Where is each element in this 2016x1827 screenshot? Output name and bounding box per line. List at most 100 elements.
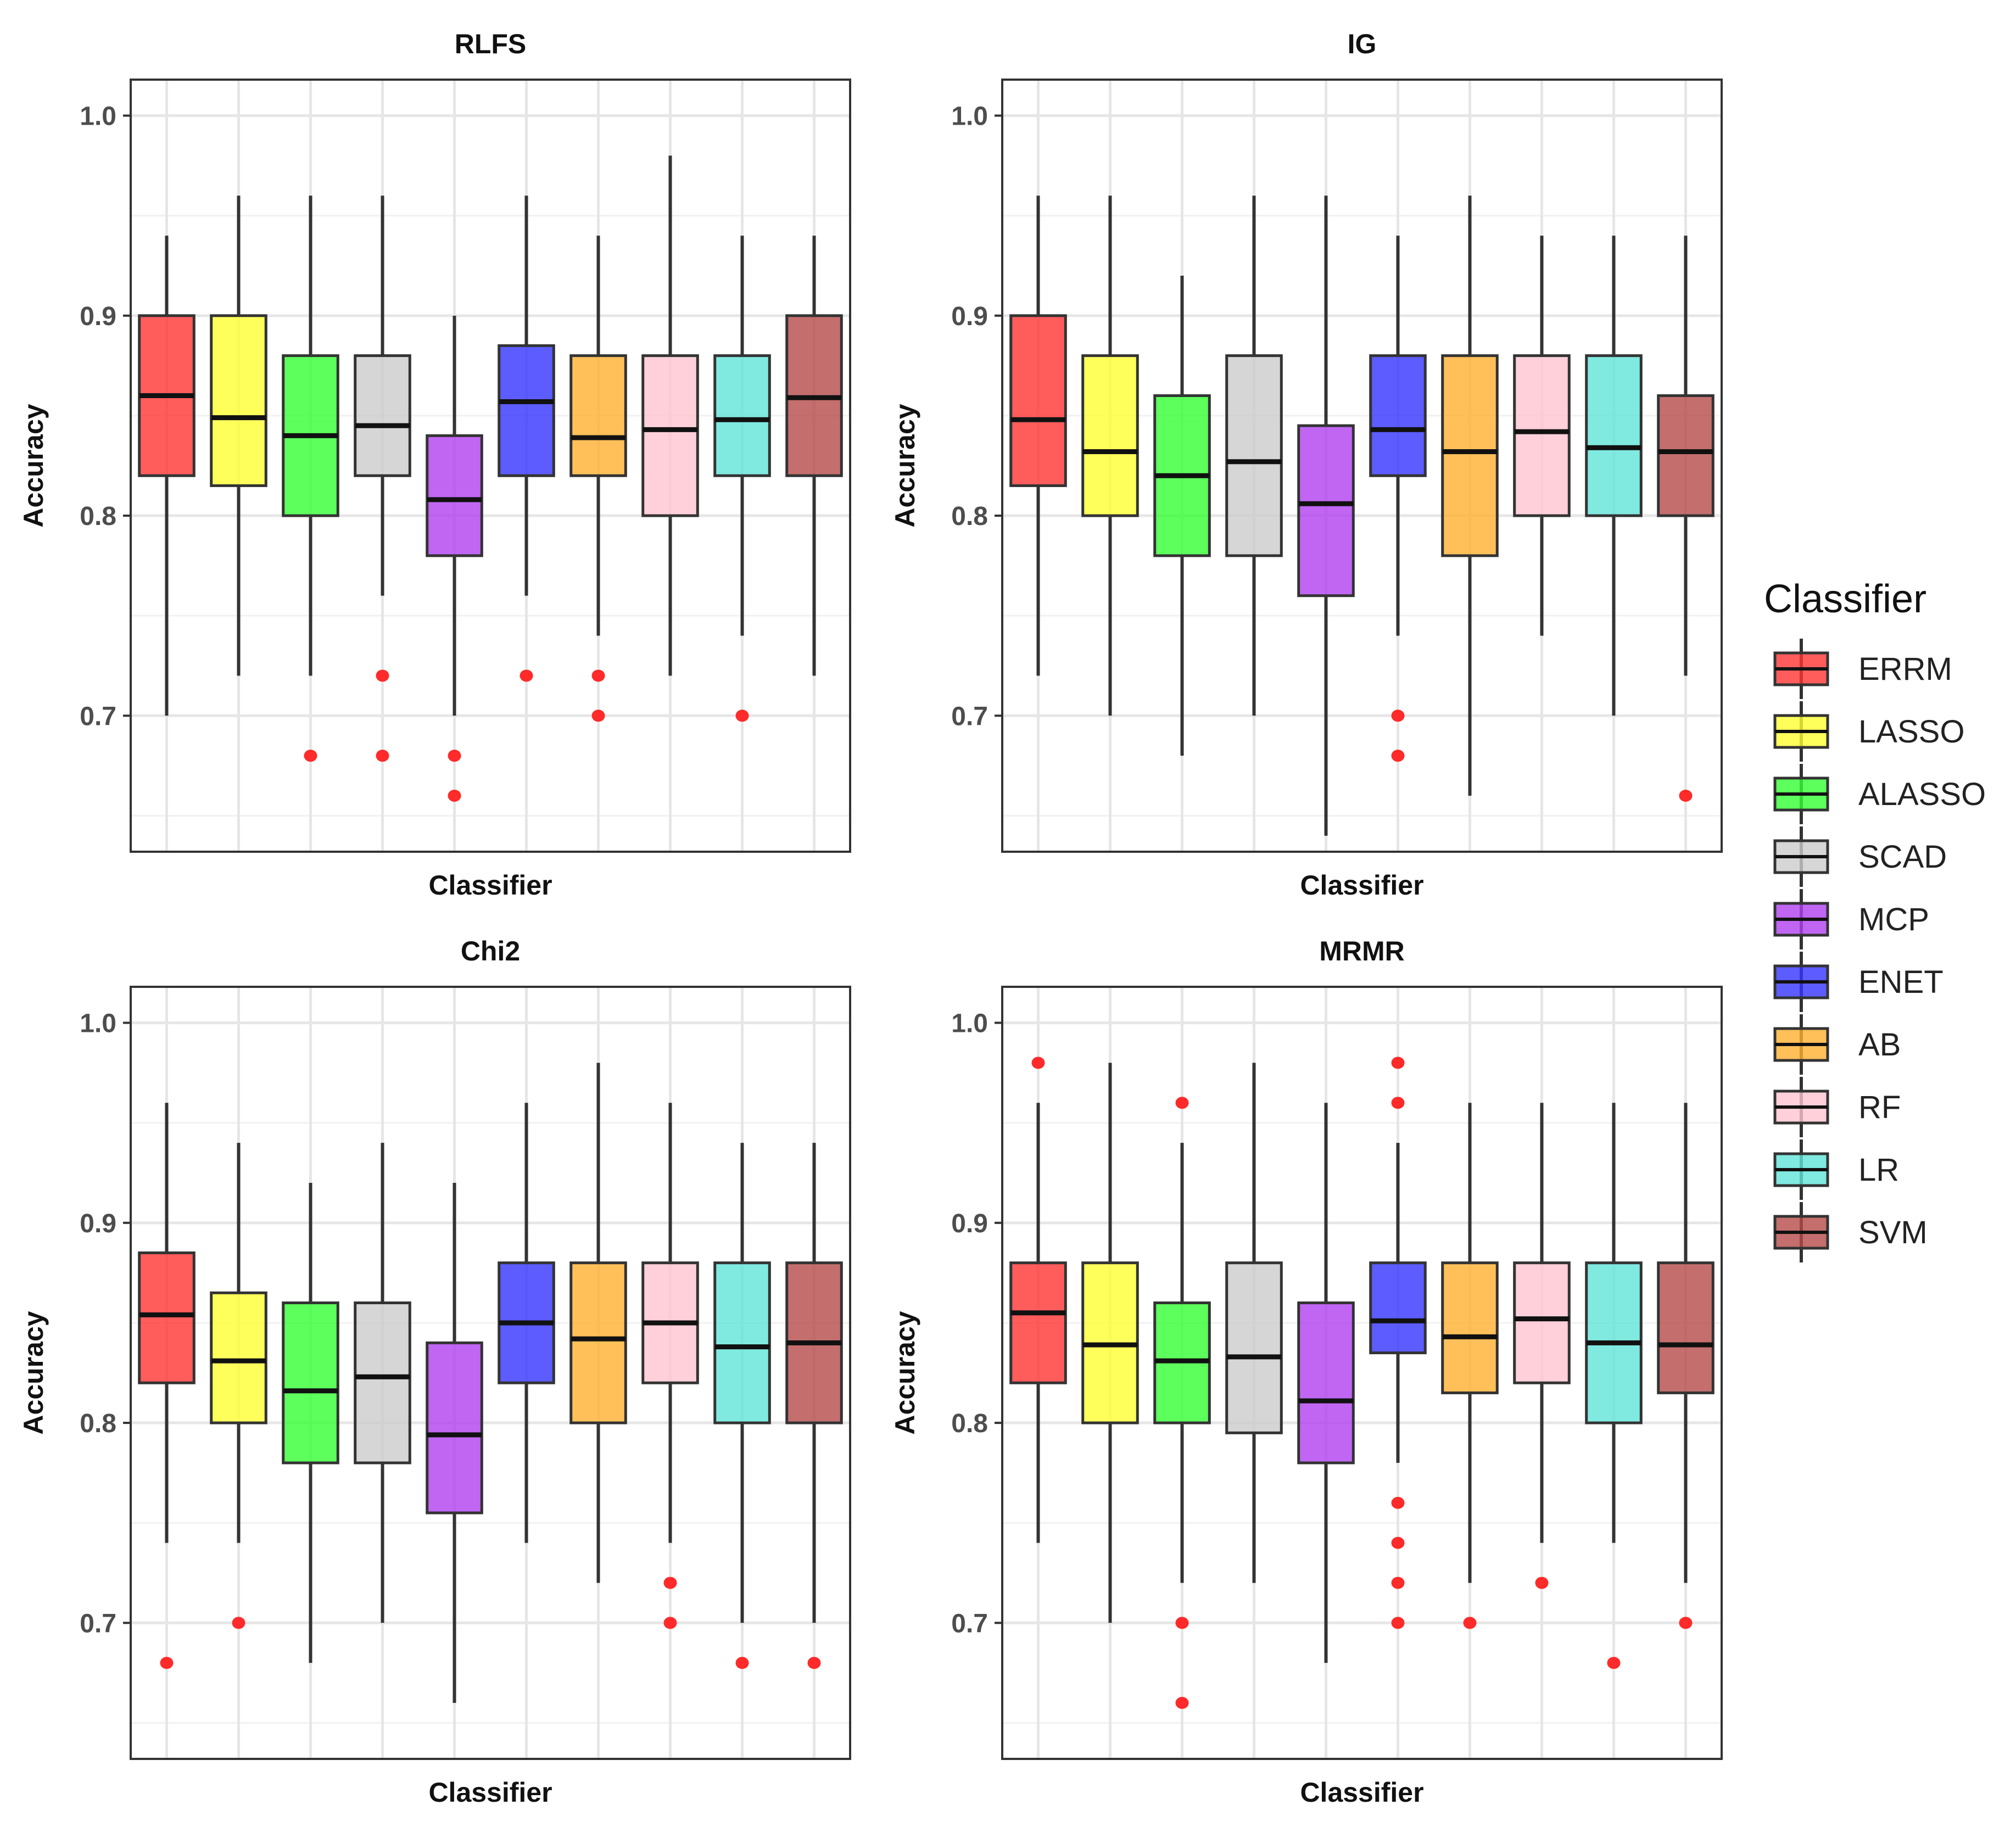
box-mcp [426, 315, 483, 802]
y-axis-label: Accuracy [18, 1311, 49, 1434]
box-mcp [426, 1182, 483, 1703]
outlier-point [807, 1657, 821, 1669]
outlier-point [735, 1657, 749, 1669]
box-lr [713, 236, 771, 722]
outlier-point [1391, 1537, 1405, 1549]
y-tick-label: 0.9 [951, 302, 988, 331]
box-enet [1369, 236, 1427, 762]
legend-label: LASSO [1858, 714, 1964, 750]
legend: Classifier ERRM LASSO ALASSO SCAD MCP ENET AB RF… [1764, 577, 1986, 1262]
y-tick-label: 0.8 [951, 502, 988, 531]
outlier-point [1391, 750, 1405, 762]
y-axis-label: Accuracy [890, 404, 920, 527]
legend-item-errm: ERRM [1773, 639, 1952, 699]
outlier-point [448, 790, 461, 802]
box-alasso [282, 1182, 339, 1663]
box-iqr [1081, 354, 1139, 517]
outlier-point [1175, 1697, 1189, 1709]
outlier-point [1607, 1657, 1621, 1669]
y-tick-label: 1.0 [951, 102, 988, 131]
box-errm [1009, 1057, 1067, 1543]
box-rf [1513, 236, 1571, 636]
x-axis-label: Classifier [1300, 1777, 1423, 1808]
legend-item-enet: ENET [1773, 952, 1944, 1012]
y-tick-label: 0.7 [80, 702, 116, 731]
legend-item-mcp: MCP [1773, 889, 1929, 949]
box-errm [138, 236, 196, 716]
legend-item-lasso: LASSO [1773, 701, 1964, 762]
box-iqr [569, 354, 627, 477]
outlier-point [1391, 1496, 1405, 1509]
outlier-point [1535, 1577, 1549, 1589]
y-tick-label: 0.9 [80, 1209, 116, 1238]
panel-title: RLFS [455, 29, 527, 59]
box-iqr [354, 354, 411, 477]
outlier-point [376, 669, 389, 682]
legend-label: LR [1858, 1152, 1899, 1188]
box-enet [1369, 1057, 1427, 1629]
panel-ig: 0.7 0.8 0.9 1.0 IG Classifier Accuracy [890, 29, 1723, 901]
box-iqr [1441, 1261, 1499, 1394]
box-iqr [1657, 1261, 1715, 1394]
outlier-point [663, 1577, 677, 1589]
box-ab [1441, 1103, 1499, 1629]
outlier-point [1391, 1057, 1405, 1069]
legend-label: RF [1858, 1090, 1901, 1125]
box-iqr [1297, 424, 1355, 597]
legend-label: AB [1858, 1027, 1901, 1063]
box-ab [569, 236, 627, 722]
box-lasso [210, 195, 267, 676]
panel-chi2: 0.7 0.8 0.9 1.0 Chi2 Classifier Accuracy [18, 936, 851, 1808]
y-axis-label: Accuracy [890, 1311, 920, 1434]
box-iqr [1585, 354, 1643, 517]
box-lasso [1081, 1063, 1139, 1623]
outlier-point [1175, 1097, 1189, 1109]
outlier-point [1391, 1577, 1405, 1589]
panel-border [130, 79, 851, 853]
outlier-point [232, 1617, 245, 1629]
box-alasso [282, 195, 339, 762]
x-axis-label: Classifier [428, 870, 552, 901]
y-tick-label: 0.9 [80, 302, 116, 331]
legend-label: MCP [1858, 902, 1929, 937]
outlier-point [1391, 709, 1405, 722]
box-iqr [354, 1301, 411, 1465]
box-iqr [569, 1261, 627, 1424]
panel-border [1001, 79, 1723, 853]
box-svm [785, 236, 843, 676]
panel-title: IG [1348, 29, 1377, 59]
box-iqr [1297, 1301, 1355, 1465]
panel-mrmr: 0.7 0.8 0.9 1.0 MRMR Classifier Accuracy [890, 936, 1723, 1808]
box-iqr [210, 1291, 267, 1424]
outlier-point [1391, 1617, 1405, 1629]
outlier-point [1391, 1097, 1405, 1109]
legend-label: SCAD [1858, 839, 1947, 875]
x-axis-label: Classifier [428, 1777, 552, 1808]
box-iqr [713, 354, 771, 477]
box-iqr [713, 1261, 771, 1424]
x-axis-label: Classifier [1300, 870, 1423, 901]
box-svm [1657, 236, 1715, 802]
outlier-point [1175, 1617, 1189, 1629]
box-mcp [1297, 195, 1355, 836]
legend-label: ENET [1858, 964, 1944, 1000]
y-tick-label: 0.9 [951, 1209, 988, 1238]
outlier-point [591, 709, 605, 722]
panel-title: Chi2 [461, 936, 520, 966]
y-tick-label: 0.8 [80, 1409, 116, 1438]
box-ab [569, 1063, 627, 1583]
legend-label: ALASSO [1858, 776, 1986, 812]
outlier-point [376, 750, 389, 762]
box-enet [498, 1103, 555, 1543]
box-rf [641, 1103, 699, 1629]
outlier-point [663, 1617, 677, 1629]
y-tick-label: 0.7 [951, 702, 988, 731]
box-iqr [426, 434, 483, 557]
box-mcp [1297, 1103, 1355, 1663]
box-alasso [1153, 1097, 1211, 1709]
outlier-point [735, 709, 749, 722]
box-iqr [1657, 394, 1715, 517]
panel-border [130, 986, 851, 1760]
legend-item-svm: SVM [1773, 1202, 1928, 1262]
panel-rlfs: 0.7 0.8 0.9 1.0 RLFS Classifier Accuracy [18, 29, 851, 901]
